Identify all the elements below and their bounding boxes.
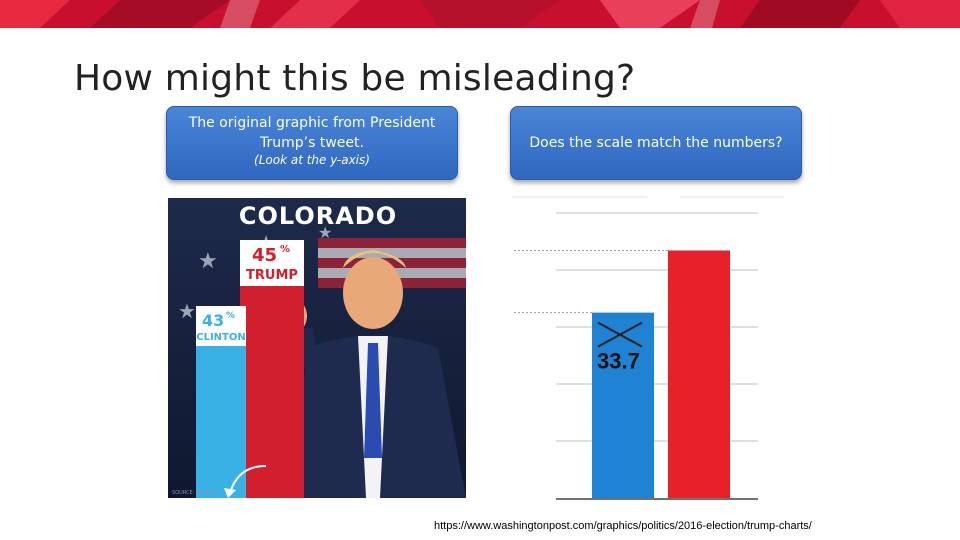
callout-scale-question: Does the scale match the numbers? (510, 106, 802, 180)
svg-text:★: ★ (318, 223, 332, 242)
source-url[interactable]: https://www.washingtonpost.com/graphics/… (434, 520, 812, 532)
poster-clinton-value: 43 (202, 311, 224, 330)
poster-trump-percent: % (280, 244, 290, 255)
poster-clinton-label-box (196, 306, 246, 346)
bar-value-label: 33.7 (597, 349, 640, 374)
yaxis-arrow-head (224, 488, 236, 498)
svg-text:★: ★ (198, 249, 218, 274)
top-banner (0, 0, 960, 28)
poster-clinton-percent: % (226, 311, 235, 321)
poster-trump-label-box (240, 240, 304, 286)
bar-trump (668, 250, 730, 498)
original-tweet-graphic: ★ ★ ★ ★ COLORADO 45 % TRUMP 43 % CLINTON… (168, 198, 466, 498)
poster-trump-name: TRUMP (246, 268, 298, 283)
poster-trump-value: 45 (252, 245, 277, 266)
callout-original-graphic: The original graphic from President Trum… (166, 106, 458, 180)
callout-yaxis-note: (Look at the y-axis) (254, 153, 370, 167)
cross-out-line (597, 321, 643, 348)
poster-state-title: COLORADO (239, 202, 397, 230)
poster-credit: SOURCE: ERSIPOLL (172, 490, 220, 496)
svg-text:★: ★ (178, 299, 196, 323)
callout-original-text: The original graphic from President Trum… (188, 115, 436, 151)
person-photo (278, 250, 466, 498)
callout-scale-text: Does the scale match the numbers? (529, 135, 783, 151)
yaxis-arrow (229, 465, 267, 494)
bar-clinton (592, 312, 654, 498)
rescaled-bar-chart: 33.7 (512, 196, 784, 500)
poster-clinton-name: CLINTON (196, 332, 246, 343)
slide-title: How might this be misleading? (74, 58, 636, 99)
